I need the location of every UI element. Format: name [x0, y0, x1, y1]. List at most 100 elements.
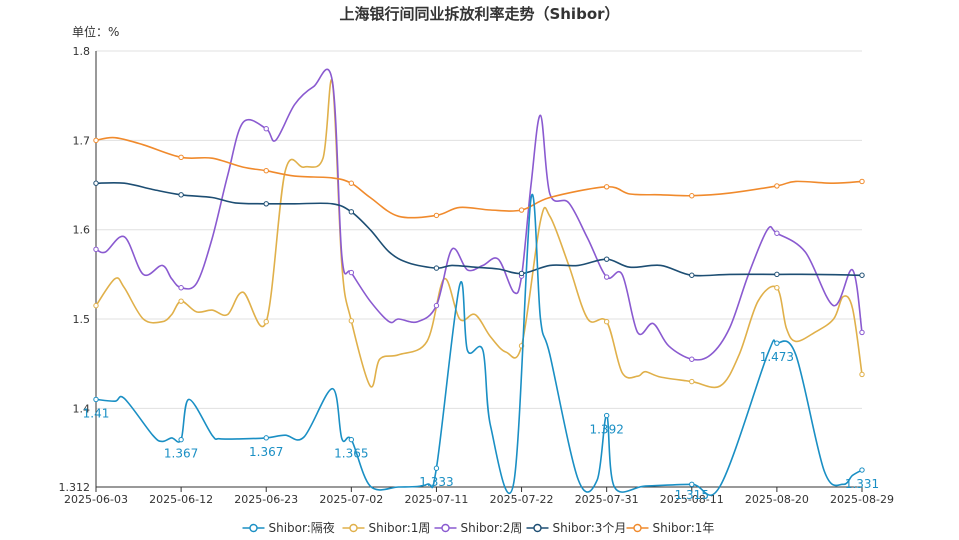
legend-label: Shibor:3个月 — [553, 521, 627, 535]
data-label-overnight: 1.365 — [334, 447, 368, 461]
legend-label: Shibor:隔夜 — [269, 520, 335, 535]
x-tick-label: 2025-06-03 — [64, 493, 128, 506]
data-point-week1 — [859, 371, 865, 378]
series-line-week1 — [95, 78, 863, 389]
x-tick-label: 2025-07-11 — [404, 493, 468, 506]
legend-item-week2[interactable]: Shibor:2周 — [434, 521, 523, 535]
series-week1 — [93, 78, 865, 389]
data-point-week2 — [93, 246, 99, 253]
y-tick-label: 1.6 — [73, 224, 91, 237]
series-month3 — [93, 180, 865, 278]
y-tick-label: 1.7 — [73, 134, 91, 147]
legend-item-month3[interactable]: Shibor:3个月 — [526, 521, 627, 535]
data-point-year1 — [93, 137, 99, 144]
data-point-overnight — [178, 436, 184, 443]
data-point-week1 — [774, 285, 780, 291]
data-point-week2 — [859, 329, 865, 336]
legend[interactable]: Shibor:隔夜 Shibor:1周 Shibor:2周 Shibor:3个月 Shi… — [242, 520, 715, 535]
data-point-year1 — [518, 207, 525, 213]
data-point-week1 — [603, 319, 610, 325]
x-tick-label: 2025-08-29 — [830, 493, 894, 506]
series-week2 — [93, 68, 865, 362]
legend-label: Shibor:2周 — [461, 521, 523, 535]
data-point-week2 — [263, 126, 269, 132]
unit-label: 单位：% — [72, 25, 120, 39]
y-tick-label: 1.312 — [59, 481, 91, 494]
data-point-year1 — [433, 212, 440, 219]
x-tick-label: 2025-08-20 — [745, 493, 809, 506]
data-point-month3 — [178, 192, 184, 198]
legend-swatch-marker — [249, 523, 258, 533]
data-point-year1 — [263, 168, 269, 174]
data-point-overnight — [263, 435, 269, 441]
data-point-week1 — [263, 319, 269, 325]
grid-lines — [96, 50, 862, 488]
series-line-year1 — [95, 136, 863, 219]
data-point-month3 — [603, 256, 610, 262]
x-tick-label: 2025-06-12 — [149, 493, 213, 506]
data-label-overnight: 1.315 — [675, 488, 709, 502]
legend-item-week1[interactable]: Shibor:1周 — [342, 521, 431, 535]
data-point-month3 — [518, 270, 525, 277]
data-label-overnight: 1.367 — [249, 445, 283, 459]
data-point-overnight — [433, 465, 440, 471]
data-point-year1 — [774, 183, 780, 189]
legend-swatch-marker — [633, 523, 642, 533]
data-point-week1 — [178, 298, 184, 304]
series-line-month3 — [95, 181, 863, 277]
axes: 1.312 1.4 1.5 1.6 1.7 1.8 2025-06-03 2025-06-12… — [59, 45, 894, 506]
data-point-week2 — [348, 269, 355, 276]
data-point-year1 — [603, 184, 610, 190]
data-point-week2 — [689, 356, 695, 362]
data-point-month3 — [348, 209, 355, 215]
legend-label: Shibor:1周 — [369, 521, 431, 535]
series-overnight — [93, 193, 865, 496]
data-label-overnight: 1.331 — [845, 477, 879, 491]
x-tick-label: 2025-07-22 — [490, 493, 554, 506]
data-label-overnight: 1.333 — [419, 475, 453, 489]
legend-item-year1[interactable]: Shibor:1年 — [626, 521, 715, 535]
legend-label: Shibor:1年 — [653, 521, 715, 535]
data-point-overnight — [859, 467, 865, 473]
x-tick-label: 2025-06-23 — [234, 493, 298, 506]
series-line-overnight — [95, 193, 863, 496]
data-point-week2 — [433, 302, 440, 309]
data-point-month3 — [689, 272, 695, 278]
data-point-week2 — [178, 285, 184, 291]
series-lines — [93, 68, 865, 496]
y-tick-label: 1.8 — [73, 45, 91, 58]
data-point-month3 — [263, 201, 269, 207]
data-label-overnight: 1.473 — [760, 350, 794, 364]
data-labels: 1.41 1.367 1.367 1.365 1.333 1.392 1.315 1.473 1… — [83, 350, 880, 502]
x-tick-label: 2025-07-31 — [575, 493, 639, 506]
data-label-overnight: 1.41 — [83, 406, 110, 420]
legend-swatch-marker — [441, 523, 450, 533]
data-point-overnight — [603, 412, 610, 419]
data-point-month3 — [433, 265, 440, 271]
data-point-week2 — [603, 274, 610, 280]
data-point-month3 — [774, 271, 780, 278]
data-point-overnight — [348, 436, 355, 443]
data-point-year1 — [689, 193, 695, 199]
data-point-overnight — [774, 340, 780, 346]
data-point-month3 — [859, 272, 865, 278]
x-tick-label: 2025-08-11 — [660, 493, 724, 506]
data-point-week1 — [93, 302, 99, 309]
data-point-month3 — [93, 180, 99, 186]
y-tick-label: 1.4 — [73, 402, 91, 415]
data-label-overnight: 1.367 — [164, 447, 198, 461]
legend-swatch-marker — [533, 523, 542, 533]
data-point-overnight — [93, 396, 99, 403]
chart-title: 上海银行间同业拆放利率走势（Shibor） — [339, 5, 620, 23]
x-tick-label: 2025-07-02 — [319, 493, 383, 506]
data-point-overnight — [689, 481, 695, 488]
data-point-week1 — [689, 378, 695, 385]
data-point-year1 — [859, 178, 865, 185]
data-label-overnight: 1.392 — [589, 423, 623, 437]
series-year1 — [93, 136, 865, 219]
legend-item-overnight[interactable]: Shibor:隔夜 — [242, 520, 335, 535]
data-point-year1 — [348, 180, 355, 186]
y-tick-label: 1.5 — [73, 313, 91, 326]
series-line-week2 — [95, 68, 863, 361]
